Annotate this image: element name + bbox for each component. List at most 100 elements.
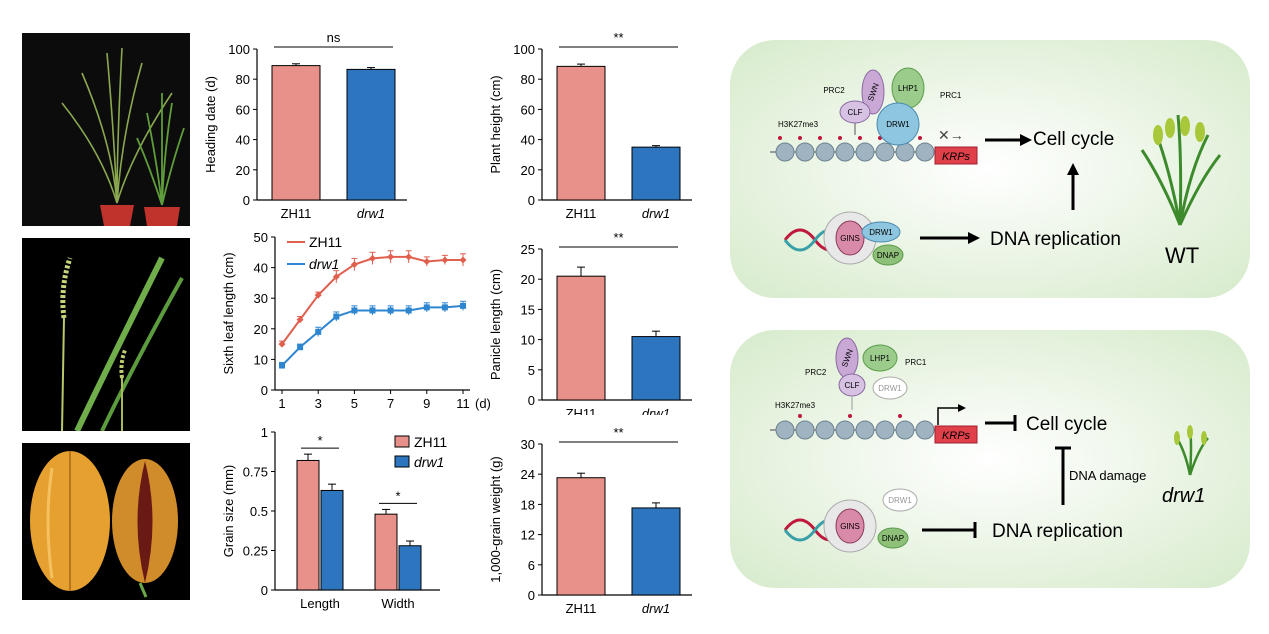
bar	[631, 507, 681, 596]
krps-label: KRPs	[942, 151, 971, 163]
significance-label: *	[395, 488, 400, 503]
clf-label: CLF	[844, 381, 859, 390]
dna-replication-label: DNA replication	[990, 229, 1121, 250]
data-point	[314, 291, 322, 299]
wt-panicle-icon	[1153, 116, 1205, 145]
y-tick-label: 20	[521, 163, 535, 178]
significance-label: ns	[327, 30, 341, 45]
bar	[346, 68, 396, 201]
prc2-label: PRC2	[805, 368, 827, 377]
drw1-replisome-protein	[861, 221, 901, 243]
dnap-protein	[877, 527, 909, 549]
swn-protein	[861, 69, 885, 115]
y-tick-label: 20	[521, 272, 535, 287]
data-point	[405, 307, 412, 314]
h3k27me3-label: H3K27me3	[778, 120, 819, 129]
y-tick-label: 100	[228, 42, 250, 57]
x-tick-label: ZH11	[566, 206, 597, 221]
chromatin-icon	[770, 414, 970, 440]
chart-heading-date: 0 20 40 60 80 100 Heading date (d) ZH11 drw1 ns	[205, 30, 407, 221]
y-tick-label: 20	[236, 163, 250, 178]
clf-protein	[839, 100, 871, 124]
cell-cycle-label: Cell cycle	[1033, 129, 1114, 150]
gins-protein	[835, 508, 865, 544]
y-axis-label: Heading date (d)	[205, 76, 218, 173]
y-axis-label: Sixth leaf length (cm)	[221, 252, 236, 374]
chart-sixth-leaf-length: 0 10 20 30 40 50 Sixth leaf length (cm) 1 3 5 7 9 11…	[221, 230, 491, 411]
data-point	[405, 253, 413, 261]
data-point	[369, 307, 376, 314]
dnap-label: DNAP	[877, 251, 899, 260]
drw1-protein	[876, 102, 920, 146]
drw1-plant-label: drw1	[1162, 485, 1205, 507]
h3k27me3-label: H3K27me3	[775, 401, 816, 410]
y-tick-label: 0	[528, 393, 535, 408]
y-axis-label: 1,000-grain weight (g)	[490, 456, 503, 582]
transcription-arrow-icon	[937, 407, 958, 425]
bar	[271, 65, 321, 201]
y-tick-label: 1	[261, 425, 268, 440]
x-tick-label: 1	[278, 396, 285, 411]
drw1-replisome-label: DRW1	[869, 228, 893, 237]
drw1-absent-protein	[872, 376, 908, 400]
y-tick-label: 6	[528, 558, 535, 573]
data-point	[279, 362, 285, 369]
y-tick-label: 20	[254, 322, 268, 337]
bar	[556, 65, 606, 201]
krps-label: KRPs	[942, 430, 971, 442]
data-point	[332, 273, 340, 281]
data-point	[333, 313, 340, 320]
bar	[631, 146, 681, 201]
y-tick-label: 0.75	[243, 465, 268, 480]
data-point	[350, 261, 358, 269]
bar	[320, 489, 344, 591]
y-tick-label: 0	[261, 583, 268, 598]
data-point	[387, 307, 394, 314]
drw1-label: DRW1	[878, 384, 902, 393]
significance-label: **	[613, 425, 623, 440]
model-drw1-panel: KRPs H3K27me3 SWN LHP1 CLF DRW1 PRC2 PRC…	[730, 330, 1250, 588]
y-axis-label: Grain size (mm)	[221, 465, 236, 557]
legend-swatch	[394, 455, 410, 468]
y-tick-label: 40	[521, 133, 535, 148]
y-tick-label: 24	[521, 467, 535, 482]
y-tick-label: 0	[528, 588, 535, 603]
x-tick-label: 3	[315, 396, 322, 411]
x-tick-label: 9	[423, 396, 430, 411]
bar	[556, 477, 606, 596]
chart-grain-weight: 0 6 12 18 24 30 1,000-grain weight (g) ZH11 drw1…	[490, 425, 692, 615]
bar	[398, 545, 422, 591]
x-tick-label: 11	[456, 396, 470, 411]
y-tick-label: 30	[521, 437, 535, 452]
blocked-transcription-icon: ✕→	[938, 127, 964, 143]
y-tick-label: 60	[236, 102, 250, 117]
y-tick-label: 0	[261, 383, 268, 398]
prc1-label: PRC1	[905, 358, 927, 367]
dnap-protein	[872, 244, 904, 266]
significance-label: **	[613, 30, 623, 45]
plants-illustration	[22, 33, 190, 226]
lhp1-protein	[862, 344, 898, 372]
data-point	[297, 344, 304, 351]
gins-protein	[835, 220, 865, 256]
x-unit-label: (d)	[475, 396, 491, 411]
bar	[631, 336, 681, 401]
y-tick-label: 30	[254, 291, 268, 306]
drw1-replisome-label: DRW1	[888, 496, 912, 505]
x-tick-label: drw1	[357, 206, 385, 221]
dnap-label: DNAP	[882, 534, 904, 543]
x-tick-label: drw1	[642, 206, 670, 221]
x-tick-label: Length	[300, 596, 340, 611]
y-tick-label: 18	[521, 497, 535, 512]
x-tick-label: Width	[381, 596, 414, 611]
grain-illustration	[22, 443, 190, 600]
x-tick-label: ZH11	[566, 601, 597, 615]
gins-label: GINS	[840, 234, 860, 243]
prc2-label: PRC2	[823, 86, 845, 95]
x-tick-label: ZH11	[281, 206, 312, 221]
y-tick-label: 40	[254, 261, 268, 276]
y-tick-label: 80	[521, 72, 535, 87]
x-tick-label: 7	[387, 396, 394, 411]
legend-swatch	[394, 435, 410, 448]
data-point	[441, 256, 449, 264]
